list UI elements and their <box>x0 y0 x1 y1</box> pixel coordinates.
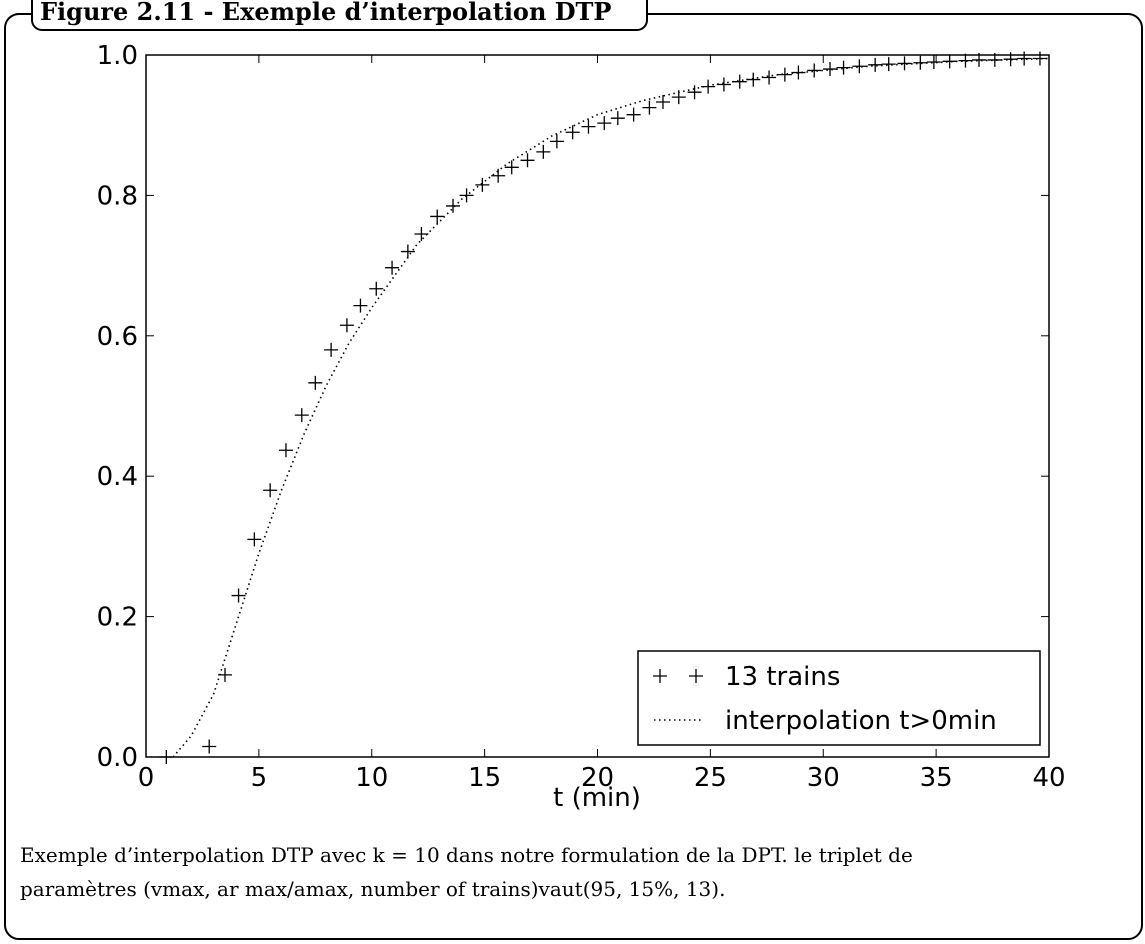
data-point <box>475 177 490 192</box>
x-tick-label: 30 <box>807 763 840 793</box>
data-point <box>459 188 474 203</box>
data-point <box>294 408 309 423</box>
data-point <box>732 74 747 89</box>
data-point <box>549 134 564 149</box>
data-point <box>581 119 596 134</box>
legend-box <box>637 650 1041 746</box>
data-point <box>762 70 777 85</box>
data-point <box>247 532 262 547</box>
figure-title: Figure 2.11 - Exemple d’interpolation DT… <box>40 0 611 26</box>
data-point <box>324 342 339 357</box>
data-point <box>202 739 217 754</box>
caption-line: Exemple d’interpolation DTP avec k = 10 … <box>20 843 913 867</box>
data-point <box>897 56 912 71</box>
data-point <box>446 198 461 213</box>
data-point <box>823 62 838 77</box>
data-point <box>852 59 867 74</box>
data-point <box>987 52 1002 67</box>
data-point <box>1003 52 1018 67</box>
data-point <box>491 168 506 183</box>
data-point <box>263 483 278 498</box>
data-point <box>881 57 896 72</box>
x-tick-label: 25 <box>694 763 727 793</box>
data-point <box>868 57 883 72</box>
data-point <box>972 52 987 67</box>
data-point <box>642 100 657 115</box>
data-point <box>687 85 702 100</box>
x-tick-label: 10 <box>355 763 388 793</box>
data-point <box>926 55 941 70</box>
data-point <box>746 72 761 87</box>
data-point <box>716 77 731 92</box>
x-tick-label: 15 <box>468 763 501 793</box>
y-tick-label: 0.0 <box>97 743 138 773</box>
data-point <box>655 95 670 110</box>
data-point <box>913 55 928 70</box>
x-tick-label: 5 <box>251 763 268 793</box>
y-tick-label: 1.0 <box>97 41 138 71</box>
data-point <box>942 54 957 69</box>
data-point <box>626 107 641 122</box>
data-point <box>1017 51 1032 66</box>
legend-label: 13 trains <box>725 662 840 692</box>
x-tick-label: 35 <box>920 763 953 793</box>
data-point <box>339 318 354 333</box>
data-point <box>369 281 384 296</box>
data-point <box>414 227 429 242</box>
data-point <box>777 67 792 82</box>
data-point <box>536 144 551 159</box>
data-point <box>791 65 806 80</box>
y-tick-label: 0.4 <box>97 462 138 492</box>
data-point <box>385 260 400 275</box>
y-tick-label: 0.6 <box>97 322 138 352</box>
data-point <box>836 60 851 75</box>
x-tick-label: 0 <box>138 763 155 793</box>
data-point <box>308 375 323 390</box>
data-point <box>597 116 612 131</box>
title-tab <box>31 0 648 31</box>
legend-marker <box>653 669 703 683</box>
legend-label: interpolation t>0min <box>725 706 997 736</box>
data-point <box>807 63 822 78</box>
data-point <box>278 443 293 458</box>
x-tick-label: 40 <box>1032 763 1065 793</box>
data-point <box>504 160 519 175</box>
data-point <box>565 125 580 140</box>
data-point <box>400 244 415 259</box>
data-point <box>430 209 445 224</box>
x-axis-label: t (min) <box>553 783 641 813</box>
y-tick-label: 0.2 <box>97 603 138 633</box>
data-point <box>1032 51 1047 66</box>
data-point <box>958 53 973 68</box>
y-tick-label: 0.8 <box>97 181 138 211</box>
data-point <box>610 111 625 126</box>
x-tick-label: 20 <box>581 763 614 793</box>
data-point <box>520 153 535 168</box>
data-point <box>231 588 246 603</box>
data-point <box>159 750 174 764</box>
data-point <box>353 298 368 313</box>
caption-line: paramètres (vmax, ar max/amax, number of… <box>20 877 725 901</box>
